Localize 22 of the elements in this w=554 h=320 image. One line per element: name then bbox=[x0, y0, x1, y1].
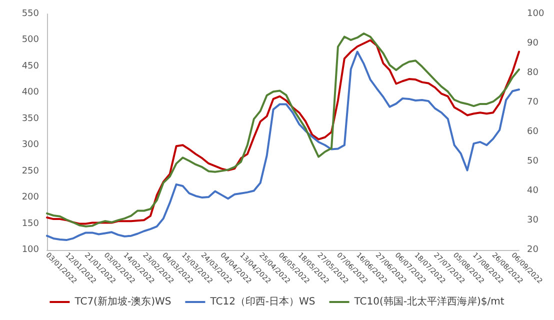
y-tick-label: 400 bbox=[22, 88, 40, 98]
y-tick-label: 300 bbox=[22, 140, 40, 150]
y-tick-label: 200 bbox=[22, 192, 40, 203]
y2-tick-label: 90 bbox=[527, 38, 539, 48]
y2-tick-label: 30 bbox=[527, 216, 539, 226]
y-tick-label: 550 bbox=[22, 9, 40, 19]
y-tick-label: 450 bbox=[22, 61, 40, 72]
legend-label: TC7(新加坡-澳东)WS bbox=[74, 296, 172, 308]
y-tick-label: 250 bbox=[22, 166, 40, 176]
y2-tick-label: 50 bbox=[527, 156, 539, 166]
y-tick-label: 500 bbox=[22, 35, 40, 46]
y2-tick-label: 40 bbox=[527, 186, 539, 196]
y2-tick-label: 80 bbox=[527, 68, 539, 78]
y2-tick-label: 100 bbox=[527, 9, 544, 19]
y2-tick-label: 60 bbox=[527, 127, 539, 137]
y-tick-label: 350 bbox=[22, 114, 40, 124]
legend-label: TC12（印西-日本）WS bbox=[209, 296, 316, 308]
y-tick-label: 100 bbox=[22, 245, 40, 255]
y2-tick-label: 70 bbox=[527, 98, 539, 108]
y-tick-label: 150 bbox=[22, 218, 40, 229]
legend-label: TC10(韩国-北太平洋西海岸)$/mt bbox=[353, 296, 504, 308]
y2-tick-label: 20 bbox=[527, 245, 539, 255]
